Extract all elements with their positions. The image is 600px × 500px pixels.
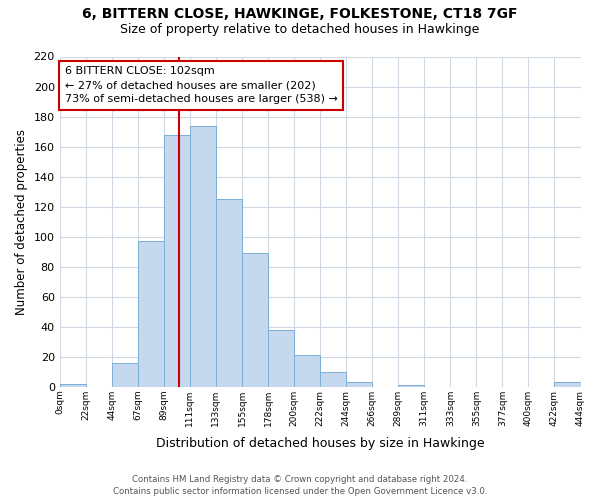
Bar <box>554 382 581 386</box>
Bar <box>294 355 320 386</box>
Bar <box>346 382 372 386</box>
Bar <box>320 372 346 386</box>
Text: 6, BITTERN CLOSE, HAWKINGE, FOLKESTONE, CT18 7GF: 6, BITTERN CLOSE, HAWKINGE, FOLKESTONE, … <box>82 8 518 22</box>
Bar <box>242 253 268 386</box>
Bar <box>216 199 242 386</box>
Bar <box>59 384 86 386</box>
X-axis label: Distribution of detached houses by size in Hawkinge: Distribution of detached houses by size … <box>156 437 484 450</box>
Text: Size of property relative to detached houses in Hawkinge: Size of property relative to detached ho… <box>121 22 479 36</box>
Bar <box>398 385 424 386</box>
Text: Contains HM Land Registry data © Crown copyright and database right 2024.
Contai: Contains HM Land Registry data © Crown c… <box>113 474 487 496</box>
Bar <box>268 330 294 386</box>
Bar <box>112 362 138 386</box>
Y-axis label: Number of detached properties: Number of detached properties <box>15 128 28 314</box>
Bar <box>190 126 216 386</box>
Text: 6 BITTERN CLOSE: 102sqm
← 27% of detached houses are smaller (202)
73% of semi-d: 6 BITTERN CLOSE: 102sqm ← 27% of detache… <box>65 66 338 104</box>
Bar <box>164 134 190 386</box>
Bar <box>138 241 164 386</box>
